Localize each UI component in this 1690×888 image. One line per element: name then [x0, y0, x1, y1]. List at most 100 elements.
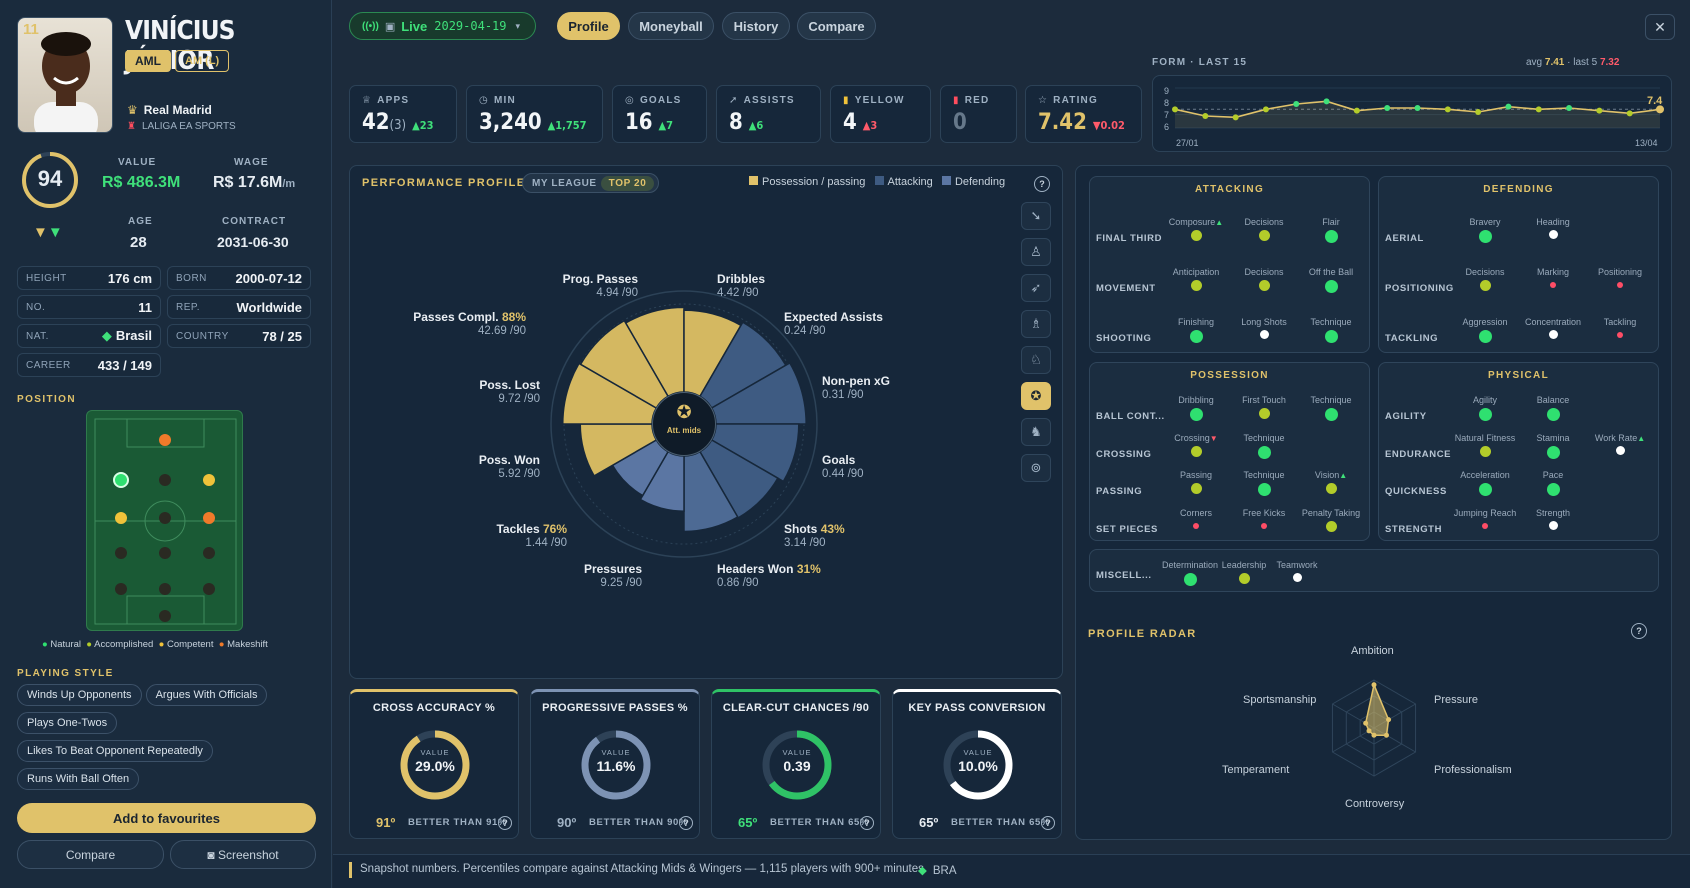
toggle-my-league[interactable]: MY LEAGUE — [532, 177, 597, 189]
attribute-dribbling[interactable]: Dribbling — [1161, 395, 1231, 421]
attribute-row-label: SHOOTING — [1096, 333, 1152, 344]
tab-moneyball[interactable]: Moneyball — [628, 12, 714, 40]
attribute-aggression[interactable]: Aggression — [1450, 317, 1520, 343]
metric-name: Shots — [784, 522, 818, 536]
close-icon[interactable]: ✕ — [1645, 14, 1675, 40]
stat-label: RATING — [1053, 95, 1098, 106]
toggle-top-20[interactable]: TOP 20 — [600, 175, 655, 191]
form-point — [1656, 105, 1664, 114]
attribute-strength[interactable]: Strength — [1518, 508, 1588, 530]
help-icon[interactable]: ? — [1631, 623, 1647, 639]
attribute-name: Technique — [1243, 433, 1285, 443]
attribute-pace[interactable]: Pace — [1518, 470, 1588, 496]
attribute-decisions[interactable]: Decisions — [1450, 267, 1520, 291]
metric-ring — [762, 730, 832, 800]
view-icon-8[interactable]: ⊚ — [1021, 454, 1051, 482]
help-icon[interactable]: ? — [1041, 816, 1055, 830]
shirt-number: 11 — [23, 21, 39, 38]
help-icon[interactable]: ? — [498, 816, 512, 830]
attribute-tackling[interactable]: Tackling — [1585, 317, 1655, 338]
attribute-vision[interactable]: Vision▲ — [1296, 470, 1366, 494]
club-crest-icon: ♛ — [127, 103, 138, 117]
attribute-first-touch[interactable]: First Touch — [1229, 395, 1299, 419]
attribute-teamwork[interactable]: Teamwork — [1262, 560, 1332, 582]
attribute-jumping-reach[interactable]: Jumping Reach — [1450, 508, 1520, 529]
view-icon-5[interactable]: ♘ — [1021, 346, 1051, 374]
attribute-long-shots[interactable]: Long Shots — [1229, 317, 1299, 339]
tab-compare[interactable]: Compare — [797, 12, 876, 40]
attribute-agility[interactable]: Agility — [1450, 395, 1520, 421]
live-selector[interactable]: ((•)) ▣ Live 2029-04-19 ▾ — [349, 12, 536, 40]
attribute-technique[interactable]: Technique — [1296, 317, 1366, 343]
stat-value: 4 — [843, 110, 857, 135]
attribute-passing[interactable]: Passing — [1161, 470, 1231, 494]
attribute-work-rate[interactable]: Work Rate▲ — [1585, 433, 1655, 455]
attribute-level-dot — [1482, 523, 1488, 529]
form-point — [1172, 106, 1178, 113]
attribute-name: Tackling — [1603, 317, 1637, 327]
view-icon-1[interactable]: ➘ — [1021, 202, 1051, 230]
attribute-level-dot — [1259, 330, 1269, 339]
help-icon[interactable]: ? — [1034, 176, 1050, 192]
attribute-corners[interactable]: Corners — [1161, 508, 1231, 529]
help-icon[interactable]: ? — [860, 816, 874, 830]
attribute-name: Teamwork — [1276, 560, 1318, 570]
attribute-technique[interactable]: Technique — [1229, 470, 1299, 496]
form-point — [1353, 107, 1360, 114]
form-point — [1262, 106, 1269, 113]
attribute-penalty-taking[interactable]: Penalty Taking — [1296, 508, 1366, 532]
view-icon-2[interactable]: ♙ — [1021, 238, 1051, 266]
view-icon-4[interactable]: ♗ — [1021, 310, 1051, 338]
view-icon-3[interactable]: ➶ — [1021, 274, 1051, 302]
metric-value: 3.14 /90 — [784, 537, 826, 549]
view-icon-7[interactable]: ♞ — [1021, 418, 1051, 446]
attribute-anticipation[interactable]: Anticipation — [1161, 267, 1231, 291]
detail-career: CAREER 433 / 149 — [17, 353, 161, 377]
metric-name: Poss. Won — [478, 453, 540, 467]
attribute-name: Positioning — [1597, 267, 1643, 277]
attribute-composure[interactable]: Composure▲ — [1161, 217, 1231, 241]
attribute-crossing[interactable]: Crossing▼ — [1161, 433, 1231, 457]
compare-button[interactable]: Compare — [17, 840, 164, 869]
attribute-name: Crossing — [1174, 433, 1210, 443]
attribute-natural-fitness[interactable]: Natural Fitness — [1450, 433, 1520, 457]
attribute-off-the-ball[interactable]: Off the Ball — [1296, 267, 1366, 293]
attribute-level-dot — [1324, 330, 1338, 343]
attribute-flair[interactable]: Flair — [1296, 217, 1366, 243]
attribute-positioning[interactable]: Positioning — [1585, 267, 1655, 288]
tab-history[interactable]: History — [722, 12, 790, 40]
attribute-heading[interactable]: Heading — [1518, 217, 1588, 239]
attribute-level-dot — [1189, 330, 1203, 343]
metric-pct: 76% — [542, 522, 567, 536]
form-point — [1505, 103, 1512, 110]
attribute-marking[interactable]: Marking — [1518, 267, 1588, 288]
screenshot-button[interactable]: ◙ Screenshot — [170, 840, 316, 869]
attribute-acceleration[interactable]: Acceleration — [1450, 470, 1520, 496]
league-toggle[interactable]: MY LEAGUE TOP 20 — [522, 173, 659, 193]
attribute-finishing[interactable]: Finishing — [1161, 317, 1231, 343]
attribute-level-dot — [1190, 280, 1202, 291]
attribute-leadership[interactable]: Leadership — [1209, 560, 1279, 584]
attribute-concentration[interactable]: Concentration — [1518, 317, 1588, 339]
attribute-bravery[interactable]: Bravery — [1450, 217, 1520, 243]
attribute-group-possession: POSSESSION BALL CONT... Dribbling First Tou… — [1089, 362, 1370, 541]
add-to-favourites-button[interactable]: Add to favourites — [17, 803, 316, 833]
tab-profile[interactable]: Profile — [557, 12, 620, 40]
attribute-decisions[interactable]: Decisions — [1229, 267, 1299, 291]
help-icon[interactable]: ? — [679, 816, 693, 830]
attribute-decisions[interactable]: Decisions — [1229, 217, 1299, 241]
flag-icon: ◆ — [918, 865, 927, 877]
playing-style-tags: Winds Up Opponents Argues With Officials … — [17, 684, 317, 796]
attribute-level-dot — [1193, 523, 1199, 529]
stat-label: MIN — [493, 95, 516, 106]
attribute-determination[interactable]: Determination — [1155, 560, 1225, 586]
view-icon-active[interactable]: ✪ — [1021, 382, 1051, 410]
stat-card-apps: ♕ APPS 42(3) ▲23 — [349, 85, 457, 143]
attribute-free-kicks[interactable]: Free Kicks — [1229, 508, 1299, 529]
attribute-technique[interactable]: Technique — [1229, 433, 1299, 459]
attribute-balance[interactable]: Balance — [1518, 395, 1588, 421]
stat-value: 0 — [953, 110, 967, 135]
metric-value: 5.92 /90 — [498, 468, 540, 480]
attribute-technique[interactable]: Technique — [1296, 395, 1366, 421]
attribute-stamina[interactable]: Stamina — [1518, 433, 1588, 459]
